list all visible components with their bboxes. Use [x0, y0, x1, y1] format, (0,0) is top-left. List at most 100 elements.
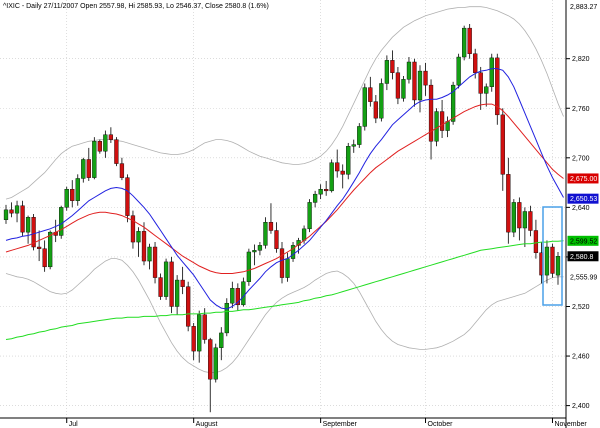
candle-up — [544, 246, 550, 276]
candle-down — [208, 339, 213, 380]
candle-up — [522, 211, 528, 229]
candle-down — [517, 202, 522, 229]
candle-up — [406, 61, 412, 80]
candle-up — [25, 217, 31, 233]
candle-up — [81, 159, 86, 179]
price-badge — [567, 235, 599, 246]
price-badge — [567, 271, 599, 282]
candle-up — [257, 245, 263, 251]
price-badge-label: 2,883.27 — [570, 4, 597, 11]
candle-down — [125, 177, 130, 216]
candle-down — [114, 139, 119, 164]
bollinger-bands — [5, 6, 564, 373]
candle-up — [224, 302, 229, 334]
candle-down — [152, 246, 158, 278]
candle-up — [285, 258, 290, 278]
candle-up — [136, 231, 141, 243]
candle-down — [279, 248, 285, 278]
candle-down — [533, 230, 539, 254]
candle-down — [500, 114, 505, 175]
price-badge — [567, 193, 599, 204]
candle-up — [329, 162, 334, 192]
candle-down — [235, 288, 240, 306]
candle-down — [550, 246, 555, 274]
candle-down — [202, 314, 207, 340]
candlesticks — [3, 23, 561, 413]
candle-down — [158, 277, 163, 297]
y-tick-label: 2,400 — [572, 403, 590, 410]
candle-up — [147, 246, 152, 262]
price-badge-label: 2,555.99 — [570, 274, 597, 281]
candle-down — [169, 261, 174, 307]
x-tick-label: October — [428, 421, 454, 428]
candle-up — [290, 245, 296, 259]
candle-up — [484, 86, 489, 94]
price-badge-label: 2,675.00 — [570, 176, 597, 183]
chart-title: ^IXIC - Daily 27/11/2007 Open 2557.98, H… — [3, 3, 269, 10]
candle-up — [401, 79, 406, 99]
candle-up — [213, 347, 218, 380]
candle-up — [263, 222, 268, 246]
price-badge-label: 2,599.52 — [570, 238, 597, 245]
candle-up — [456, 56, 461, 86]
x-tick-label: August — [196, 421, 218, 428]
candle-up — [174, 279, 180, 307]
candle-down — [495, 57, 500, 116]
candle-down — [324, 188, 329, 192]
candle-down — [97, 141, 102, 152]
candle-down — [186, 286, 191, 327]
candle-up — [14, 205, 20, 214]
candle-up — [252, 250, 257, 253]
candle-down — [70, 188, 75, 201]
x-tick-label: November — [554, 421, 587, 428]
candle-down — [473, 53, 478, 73]
candle-up — [230, 288, 235, 304]
candle-up — [92, 141, 97, 178]
candle-up — [511, 202, 516, 233]
candle-up — [462, 27, 467, 58]
candle-up — [64, 188, 69, 208]
candle-up — [197, 314, 202, 352]
candle-up — [346, 146, 351, 175]
candle-down — [274, 230, 279, 249]
candle-up — [379, 83, 384, 119]
candle-down — [412, 61, 417, 101]
candle-down — [268, 222, 274, 231]
bollinger-lower-line — [5, 258, 564, 373]
moving-average-short-line — [5, 68, 564, 310]
candle-down — [191, 326, 196, 352]
moving-average-long-line — [5, 240, 564, 340]
candle-up — [75, 178, 80, 201]
candle-up — [417, 70, 423, 101]
candle-down — [31, 217, 36, 248]
candle-down — [439, 111, 445, 131]
y-tick-label: 2,820 — [572, 56, 590, 63]
candle-up — [357, 126, 362, 145]
candle-up — [384, 60, 390, 84]
candle-up — [103, 134, 108, 152]
y-tick-label: 2,520 — [572, 304, 590, 311]
candle-up — [246, 251, 252, 282]
candle-down — [478, 72, 483, 94]
price-badge — [567, 251, 599, 262]
candle-up — [48, 231, 53, 268]
x-tick-label: Jul — [69, 421, 78, 428]
candle-up — [307, 202, 312, 230]
x-tick-label: September — [323, 421, 358, 428]
candle-down — [20, 205, 25, 233]
candle-up — [219, 332, 224, 348]
candle-up — [555, 256, 561, 276]
candle-up — [312, 193, 318, 203]
y-tick-label: 2,460 — [572, 354, 590, 361]
candle-up — [301, 228, 307, 241]
candle-down — [528, 211, 533, 231]
candle-up — [59, 207, 64, 236]
candle-up — [3, 209, 9, 220]
candle-down — [9, 209, 14, 214]
candle-down — [119, 163, 125, 178]
price-badge-label: 2,580.8 — [570, 254, 593, 261]
candle-down — [506, 174, 511, 233]
candle-up — [434, 111, 439, 142]
